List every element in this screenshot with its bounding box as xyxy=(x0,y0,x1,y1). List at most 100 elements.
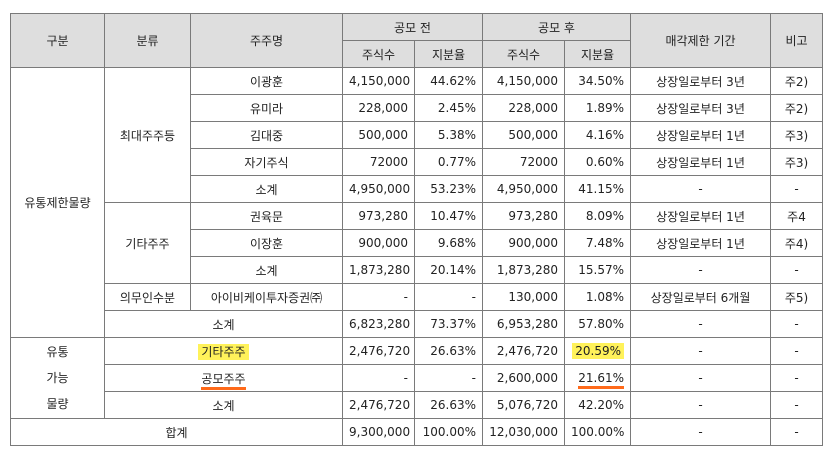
lockup-period: 상장일로부터 3년 xyxy=(630,67,771,95)
lockup-period: 상장일로부터 1년 xyxy=(630,121,771,149)
tradable-subtotal-label: 소계 xyxy=(104,391,343,419)
note: - xyxy=(770,256,823,284)
mandatory-group-label: 의무인수분 xyxy=(104,283,191,311)
before-shares: 4,150,000 xyxy=(342,67,415,95)
note: - xyxy=(770,391,823,419)
after-ratio: 1.08% xyxy=(564,283,631,311)
before-ratio: 9.68% xyxy=(414,229,483,257)
holder-name: 자기주식 xyxy=(190,148,343,176)
after-shares: 72000 xyxy=(482,148,565,176)
after-shares: 12,030,000 xyxy=(482,418,565,446)
total-label: 합계 xyxy=(10,418,343,446)
lockup-period: 상장일로부터 6개월 xyxy=(630,283,771,311)
note: 주2) xyxy=(770,94,823,122)
holder-name: 소계 xyxy=(190,256,343,284)
after-shares: 900,000 xyxy=(482,229,565,257)
lockup-period: 상장일로부터 1년 xyxy=(630,202,771,230)
note: 주3) xyxy=(770,121,823,149)
highlighted-text: 기타주주 xyxy=(198,343,249,360)
after-ratio: 20.59% xyxy=(564,337,631,365)
table-row: 김대중 500,000 5.38% 500,000 4.16% 상장일로부터 1… xyxy=(11,121,823,149)
before-ratio: 73.37% xyxy=(414,310,483,338)
header-holder-name: 주주명 xyxy=(190,13,343,68)
after-shares: 6,953,280 xyxy=(482,310,565,338)
header-lockup-period: 매각제한 기간 xyxy=(630,13,771,68)
header-before-offering: 공모 전 xyxy=(342,13,483,41)
note: - xyxy=(770,364,823,392)
after-ratio: 8.09% xyxy=(564,202,631,230)
before-ratio: 2.45% xyxy=(414,94,483,122)
lockup-period: - xyxy=(630,256,771,284)
after-shares: 130,000 xyxy=(482,283,565,311)
holder-name: 이광훈 xyxy=(190,67,343,95)
before-ratio: 44.62% xyxy=(414,67,483,95)
before-shares: 973,280 xyxy=(342,202,415,230)
after-ratio: 21.61% xyxy=(564,364,631,392)
after-shares: 228,000 xyxy=(482,94,565,122)
holder-name: 김대중 xyxy=(190,121,343,149)
after-ratio: 34.50% xyxy=(564,67,631,95)
after-shares: 2,600,000 xyxy=(482,364,565,392)
before-shares: 4,950,000 xyxy=(342,175,415,203)
after-shares: 500,000 xyxy=(482,121,565,149)
header-row-2: 주식수 지분율 주식수 지분율 xyxy=(11,40,823,68)
header-after-ratio: 지분율 xyxy=(564,40,631,68)
header-category: 구분 xyxy=(10,13,105,68)
after-ratio: 15.57% xyxy=(564,256,631,284)
before-shares: 72000 xyxy=(342,148,415,176)
lockup-period: - xyxy=(630,310,771,338)
before-shares: 2,476,720 xyxy=(342,337,415,365)
tradable-label-line-1: 유통 xyxy=(46,345,69,359)
tradable-label: 유통 가능 물량 xyxy=(10,337,105,419)
table-row: 이장훈 900,000 9.68% 900,000 7.48% 상장일로부터 1… xyxy=(11,229,823,257)
before-ratio: 100.00% xyxy=(414,418,483,446)
before-shares: - xyxy=(342,364,415,392)
table-row: 소계 6,823,280 73.37% 6,953,280 57.80% - - xyxy=(11,310,823,338)
restricted-subtotal-label: 소계 xyxy=(104,310,343,338)
underlined-text: 21.61% xyxy=(578,371,624,389)
lockup-period: - xyxy=(630,337,771,365)
note: - xyxy=(770,310,823,338)
header-before-ratio: 지분율 xyxy=(414,40,483,68)
major-group-label: 최대주주등 xyxy=(104,67,191,203)
before-shares: 500,000 xyxy=(342,121,415,149)
before-ratio: 0.77% xyxy=(414,148,483,176)
header-after-offering: 공모 후 xyxy=(482,13,631,41)
table-row: 의무인수분 아이비케이투자증권㈜ - - 130,000 1.08% 상장일로부… xyxy=(11,283,823,311)
before-shares: 228,000 xyxy=(342,94,415,122)
before-ratio: 10.47% xyxy=(414,202,483,230)
after-shares: 5,076,720 xyxy=(482,391,565,419)
other-group-label: 기타주주 xyxy=(104,202,191,284)
after-ratio: 57.80% xyxy=(564,310,631,338)
lockup-period: - xyxy=(630,418,771,446)
after-shares: 973,280 xyxy=(482,202,565,230)
table-row: 기타주주 권육문 973,280 10.47% 973,280 8.09% 상장… xyxy=(11,202,823,284)
after-shares: 2,476,720 xyxy=(482,337,565,365)
before-shares: 9,300,000 xyxy=(342,418,415,446)
shareholder-lockup-table: 구분 분류 주주명 공모 전 공모 후 매각제한 기간 비고 주식수 지분율 주… xyxy=(10,13,823,446)
before-ratio: - xyxy=(414,283,483,311)
holder-name: 아이비케이투자증권㈜ xyxy=(190,283,343,311)
header-after-shares: 주식수 xyxy=(482,40,565,68)
lockup-period: 상장일로부터 1년 xyxy=(630,148,771,176)
table-row: 유통 가능 물량 기타주주 2,476,720 26.63% 2,476,720… xyxy=(10,337,823,419)
note: - xyxy=(770,418,823,446)
after-ratio: 1.89% xyxy=(564,94,631,122)
table-row: 공모주주 - - 2,600,000 21.61% - - xyxy=(11,364,823,392)
before-ratio: 26.63% xyxy=(414,391,483,419)
after-shares: 4,950,000 xyxy=(482,175,565,203)
highlighted-text: 20.59% xyxy=(572,343,624,359)
holder-name: 유미라 xyxy=(190,94,343,122)
header-note: 비고 xyxy=(770,13,823,68)
holder-name: 소계 xyxy=(190,175,343,203)
before-shares: 1,873,280 xyxy=(342,256,415,284)
note: 주3) xyxy=(770,148,823,176)
tradable-label-line-2: 가능 xyxy=(46,371,69,385)
holder-name: 이장훈 xyxy=(190,229,343,257)
before-ratio: - xyxy=(414,364,483,392)
lockup-period: 상장일로부터 3년 xyxy=(630,94,771,122)
before-ratio: 53.23% xyxy=(414,175,483,203)
before-shares: 2,476,720 xyxy=(342,391,415,419)
before-shares: 6,823,280 xyxy=(342,310,415,338)
after-ratio: 100.00% xyxy=(564,418,631,446)
